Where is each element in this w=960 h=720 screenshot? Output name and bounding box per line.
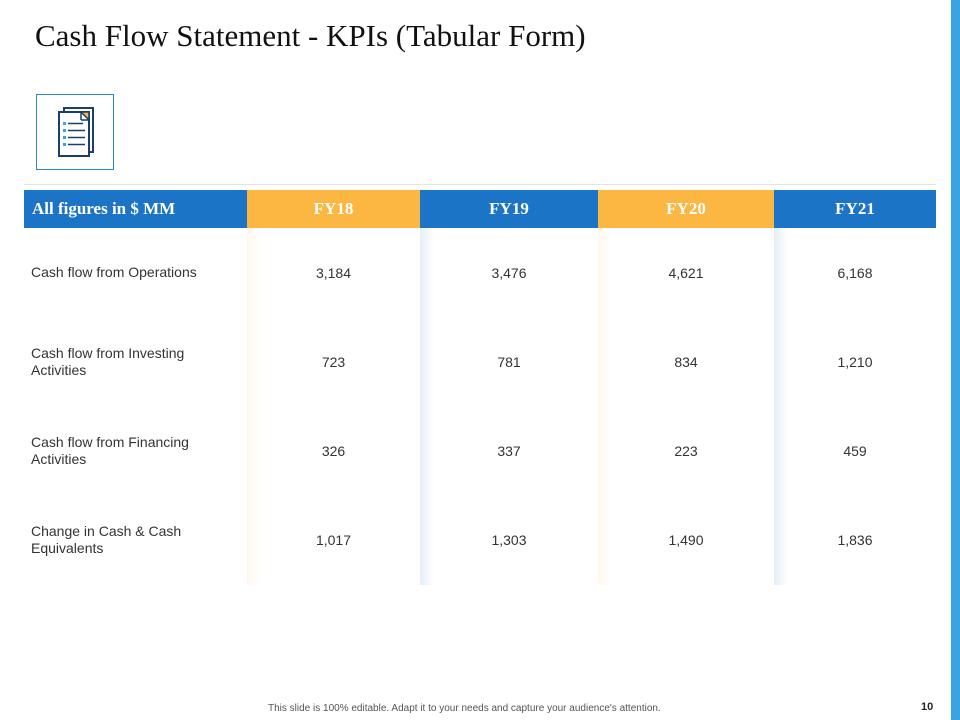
slide-title: Cash Flow Statement - KPIs (Tabular Form…	[35, 18, 586, 53]
header-fy18: FY18	[247, 190, 420, 228]
header-fy19: FY19	[420, 190, 598, 228]
table-cell: 1,303	[491, 532, 527, 549]
page-number: 10	[921, 701, 934, 713]
fy21-column: 6,168 1,210 459 1,836	[774, 228, 936, 585]
table-cell: 223	[674, 443, 698, 460]
header-divider	[24, 184, 936, 185]
table-header-row: All figures in $ MM FY18 FY19 FY20 FY21	[24, 190, 936, 228]
table-cell: 723	[321, 353, 346, 370]
footer-note: This slide is 100% editable. Adapt it to…	[268, 703, 661, 714]
table-cell: 1,210	[837, 353, 873, 370]
table-cell: 326	[321, 443, 346, 460]
table-cell: 781	[497, 353, 521, 370]
header-fy20: FY20	[598, 190, 774, 228]
fy19-column: 3,476 781 337 1,303	[420, 228, 598, 585]
fy20-column: 4,621 834 223 1,490	[598, 228, 774, 585]
document-icon	[58, 107, 94, 157]
right-accent-bar	[951, 0, 960, 720]
table-body: Cash flow from Operations Cash flow from…	[24, 228, 936, 585]
table-cell: 1,017	[315, 532, 352, 549]
table-cell: 459	[843, 443, 867, 460]
document-icon-box	[36, 94, 114, 170]
kpi-table: All figures in $ MM FY18 FY19 FY20 FY21 …	[24, 190, 936, 585]
table-cell: 1,836	[837, 532, 873, 549]
table-cell: 834	[674, 353, 698, 370]
table-cell: 3,184	[315, 264, 352, 281]
row-label-investing: Cash flow from Investing Activities	[31, 344, 185, 378]
header-fy21: FY21	[774, 190, 936, 228]
row-labels-column: Cash flow from Operations Cash flow from…	[24, 228, 247, 585]
fy18-column: 3,184 723 326 1,017	[247, 228, 420, 585]
row-label-operations: Cash flow from Operations	[31, 264, 197, 281]
header-figures-label: All figures in $ MM	[24, 190, 247, 228]
row-label-change-in-cash: Change in Cash & Cash Equivalents	[31, 523, 182, 557]
table-cell: 3,476	[491, 264, 527, 281]
row-label-financing: Cash flow from Financing Activities	[31, 434, 189, 468]
table-cell: 4,621	[668, 264, 704, 281]
table-cell: 1,490	[668, 532, 704, 549]
table-cell: 6,168	[837, 264, 873, 281]
table-cell: 337	[497, 443, 521, 460]
